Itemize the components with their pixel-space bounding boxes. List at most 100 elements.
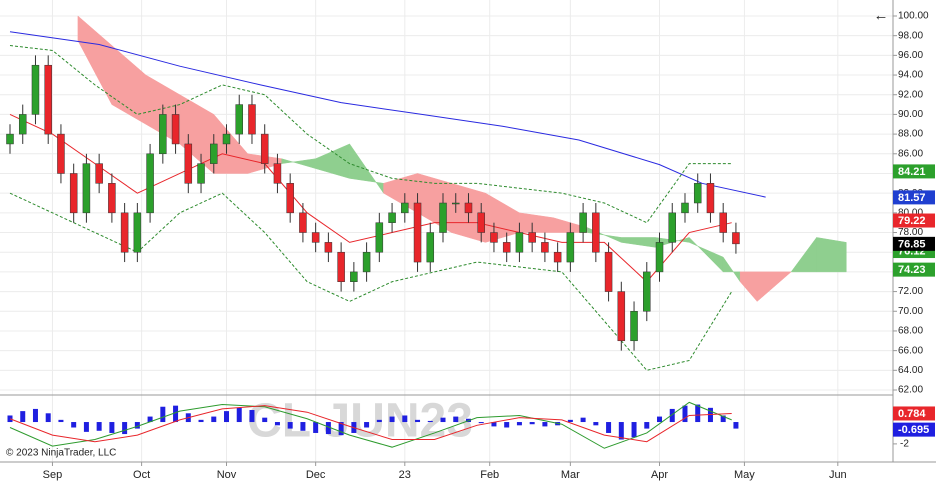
y-tick-label: 70.00 [898, 306, 923, 317]
cloud-segment [816, 237, 847, 273]
candle-body [477, 212, 485, 233]
macd-tag-label: -0.695 [898, 424, 929, 436]
macd-bar [631, 422, 637, 438]
macd-bar [720, 415, 726, 423]
macd-line [9, 405, 732, 443]
macd-bar [402, 415, 408, 423]
macd-bar [287, 422, 293, 429]
candle-body [146, 153, 154, 214]
macd-bar [733, 422, 739, 429]
candle-body [655, 242, 664, 273]
copyright: © 2023 NinjaTrader, LLC [6, 448, 116, 459]
macd-bar [338, 422, 344, 436]
macd-tag [893, 406, 935, 421]
price-tag [893, 190, 935, 205]
y-tick-label: 86.00 [898, 148, 923, 159]
candle-body [82, 163, 91, 214]
macd-bar [427, 420, 433, 423]
macd-bar [657, 416, 663, 423]
y-tick-label: 100.00 [898, 11, 929, 22]
macd-bar [529, 422, 535, 425]
macd-bar [580, 417, 586, 423]
indicator-line [9, 31, 766, 198]
candle-body [401, 202, 409, 214]
candle-body [464, 202, 473, 214]
candle-body [706, 183, 715, 214]
macd-bar [32, 408, 38, 423]
candle-body [451, 202, 460, 205]
candle-body [31, 64, 40, 115]
candle-body [426, 232, 435, 263]
macd-bar [160, 406, 166, 423]
candle-body [171, 114, 180, 145]
x-tick-label: Mar [561, 469, 580, 481]
candle-body [108, 183, 116, 214]
macd-bar [606, 422, 612, 433]
x-tick-label: Sep [43, 469, 63, 481]
macd-bar [644, 422, 650, 429]
price-tag [893, 236, 935, 251]
macd-bar [58, 419, 64, 423]
candle-body [324, 242, 333, 253]
candle-body [286, 183, 294, 214]
watermark: CL JUN23 [247, 395, 473, 448]
candle-body [350, 271, 358, 282]
candle-body [260, 133, 269, 164]
back-arrow[interactable]: ← [874, 7, 889, 24]
y-tick-label: 72.00 [898, 286, 923, 297]
macd-bar [211, 416, 217, 423]
macd-bar [695, 404, 701, 423]
y-tick-label: -2 [900, 439, 909, 450]
candle-body [413, 202, 422, 263]
macd-tag-label: 0.784 [898, 408, 926, 420]
macd-bar [20, 411, 26, 423]
macd-bar [478, 422, 484, 424]
macd-bar [109, 422, 115, 433]
macd-bar [542, 422, 548, 427]
macd-bar [71, 422, 77, 428]
macd-bar [134, 422, 140, 429]
candle-body [541, 242, 549, 253]
candle-body [515, 232, 524, 253]
y-tick-label: 88.00 [898, 129, 923, 140]
x-tick-label: Nov [217, 469, 237, 481]
x-tick-label: 23 [399, 469, 411, 481]
macd-bar [491, 422, 497, 427]
candle-body [693, 183, 702, 204]
y-tick-label: 94.00 [898, 70, 923, 81]
candle-body [502, 242, 511, 253]
macd-bar [376, 419, 382, 423]
candle-body [18, 114, 27, 135]
candle-body [184, 143, 193, 184]
candle-body [375, 222, 384, 253]
candle-body [528, 232, 536, 243]
macd-bar [249, 410, 255, 423]
candle-body [388, 212, 396, 223]
price-tag-label: 74.23 [898, 264, 926, 276]
cloud-segment [756, 271, 792, 302]
macd-bar [45, 413, 51, 423]
candle-body [222, 133, 231, 145]
x-tick-label: Oct [133, 469, 150, 481]
candle-body [490, 232, 498, 243]
macd-bar [83, 422, 89, 432]
candle-body [248, 104, 256, 135]
candle-body [617, 291, 626, 342]
candle-body [44, 64, 52, 135]
macd-bar [300, 422, 306, 431]
macd-bar [516, 422, 522, 426]
macd-bar [504, 422, 510, 428]
macd-bar [147, 416, 153, 423]
x-tick-label: Dec [306, 469, 326, 481]
candle-body [681, 202, 689, 214]
macd-bar [682, 405, 688, 423]
y-tick-label: 80.00 [898, 207, 923, 218]
candle-body [630, 311, 638, 342]
candle-body [299, 212, 307, 233]
macd-bar [415, 419, 421, 423]
macd-bar [364, 422, 370, 428]
x-tick-label: May [734, 469, 755, 481]
macd-bar [262, 417, 268, 423]
price-tag [893, 262, 935, 277]
macd-tag [893, 422, 935, 437]
